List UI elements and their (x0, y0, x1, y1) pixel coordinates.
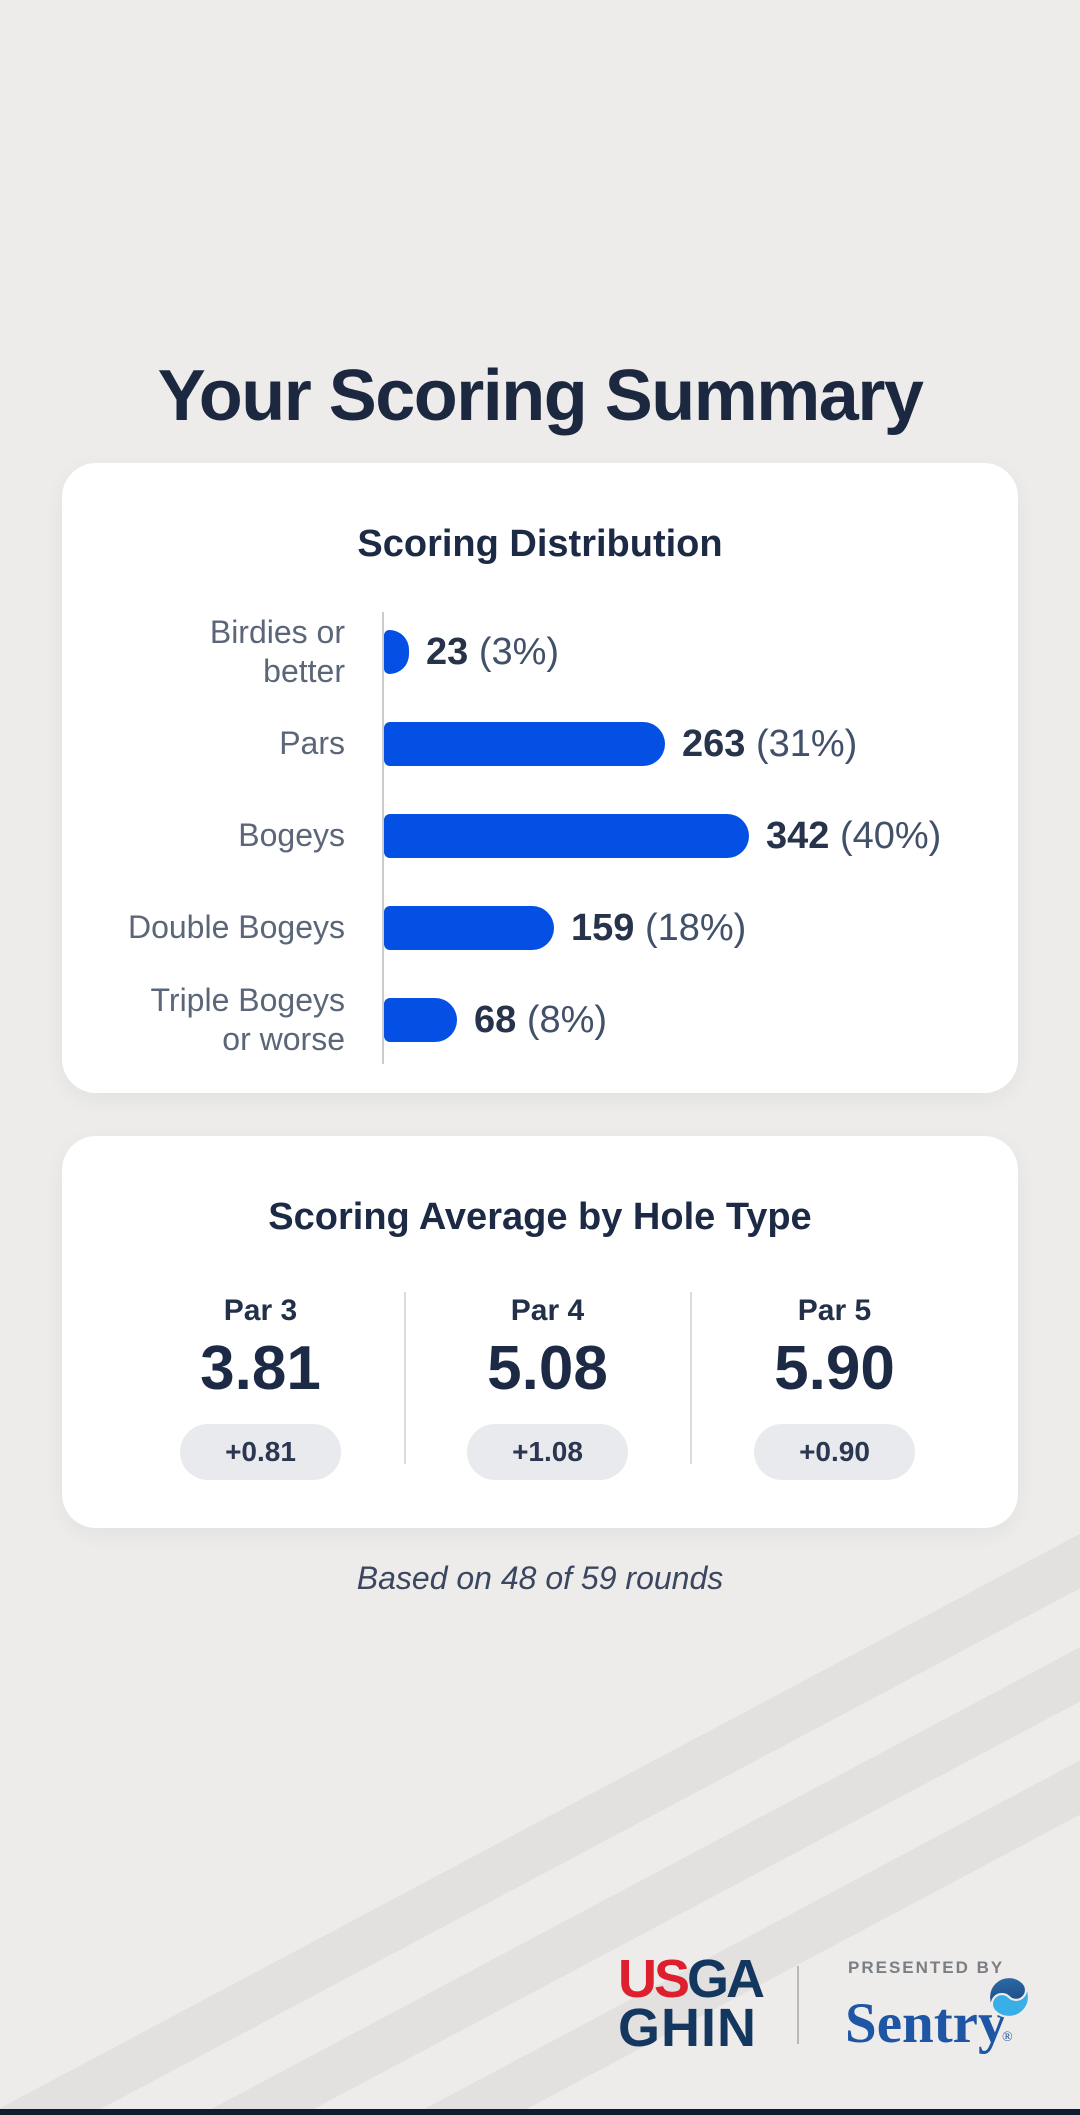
par3-column: Par 3 3.81 +0.81 (117, 1286, 404, 1486)
chart-axis-line (382, 612, 384, 1064)
usga-logo-ga: GA (687, 1949, 765, 2009)
rounds-note: Based on 48 of 59 rounds (356, 1560, 724, 1596)
bar-birdies (384, 630, 409, 674)
count-value: 263 (682, 722, 746, 765)
chart-row-triple-bogeys: Triple Bogeys or worse 68 (8%) (62, 974, 1018, 1066)
row-value: 159 (18%) (571, 907, 746, 950)
row-label: Pars (279, 725, 345, 762)
distribution-bar-chart: Birdies or better 23 (3%) Pars 263 (31%)… (62, 606, 1018, 1066)
sentry-logo-wordmark: Sentry (845, 1992, 1007, 2055)
row-label: Bogeys (238, 817, 345, 854)
averages-title: Scoring Average by Hole Type (268, 1196, 812, 1238)
row-value: 68 (8%) (474, 999, 607, 1042)
count-value: 23 (426, 630, 469, 673)
scoring-average-card: Scoring Average by Hole Type Par 3 3.81 … (62, 1136, 1018, 1528)
chart-row-double-bogeys: Double Bogeys 159 (18%) (62, 882, 1018, 974)
usga-logo-us: US (618, 1949, 690, 2009)
column-divider (404, 1292, 406, 1464)
registered-trademark-symbol: ® (1002, 2030, 1013, 2045)
bar-bogeys (384, 814, 749, 858)
footer-divider (797, 1966, 799, 2044)
distribution-title: Scoring Distribution (357, 523, 723, 565)
par3-label: Par 3 (223, 1294, 298, 1327)
chart-row-bogeys: Bogeys 342 (40%) (62, 790, 1018, 882)
par3-average: 3.81 (200, 1334, 321, 1403)
row-value: 23 (3%) (426, 631, 559, 674)
row-label: Double Bogeys (127, 909, 345, 946)
usga-logo: USGA (618, 1949, 765, 2009)
row-value: 263 (31%) (682, 723, 857, 766)
row-label: Triple Bogeys or worse (150, 981, 345, 1057)
percent-value: (40%) (839, 814, 942, 857)
par4-label: Par 4 (510, 1294, 585, 1327)
page-title: Your Scoring Summary (157, 356, 924, 437)
par4-column: Par 4 5.08 +1.08 (404, 1286, 691, 1486)
par5-label: Par 5 (797, 1294, 872, 1327)
par4-vs-par-badge: +1.08 (467, 1424, 628, 1480)
bar-triple-bogeys (384, 998, 457, 1042)
par5-vs-par-badge: +0.90 (754, 1424, 915, 1480)
par5-column: Par 5 5.90 +0.90 (691, 1286, 978, 1486)
count-value: 159 (571, 906, 635, 949)
percent-value: (8%) (526, 998, 608, 1041)
ghin-logo: GHIN (618, 1998, 757, 2058)
bar-double-bogeys (384, 906, 554, 950)
par5-average: 5.90 (774, 1334, 895, 1403)
chart-row-pars: Pars 263 (31%) (62, 698, 1018, 790)
presented-by-label: PRESENTED BY (848, 1958, 1005, 1977)
row-value: 342 (40%) (766, 815, 941, 858)
column-divider (690, 1292, 692, 1464)
scoring-distribution-card: Scoring Distribution Birdies or better 2… (62, 463, 1018, 1093)
par4-average: 5.08 (487, 1334, 608, 1403)
percent-value: (3%) (478, 630, 560, 673)
count-value: 342 (766, 814, 830, 857)
count-value: 68 (474, 998, 517, 1041)
par3-vs-par-badge: +0.81 (180, 1424, 341, 1480)
averages-columns: Par 3 3.81 +0.81 Par 4 5.08 +1.08 Par 5 … (62, 1286, 1018, 1486)
bar-pars (384, 722, 665, 766)
bottom-navy-bar (0, 2109, 1080, 2115)
sentry-swirl-icon (988, 1976, 1030, 2018)
row-label: Birdies or better (209, 613, 345, 689)
chart-row-birdies: Birdies or better 23 (3%) (62, 606, 1018, 698)
percent-value: (31%) (755, 722, 858, 765)
percent-value: (18%) (644, 906, 747, 949)
